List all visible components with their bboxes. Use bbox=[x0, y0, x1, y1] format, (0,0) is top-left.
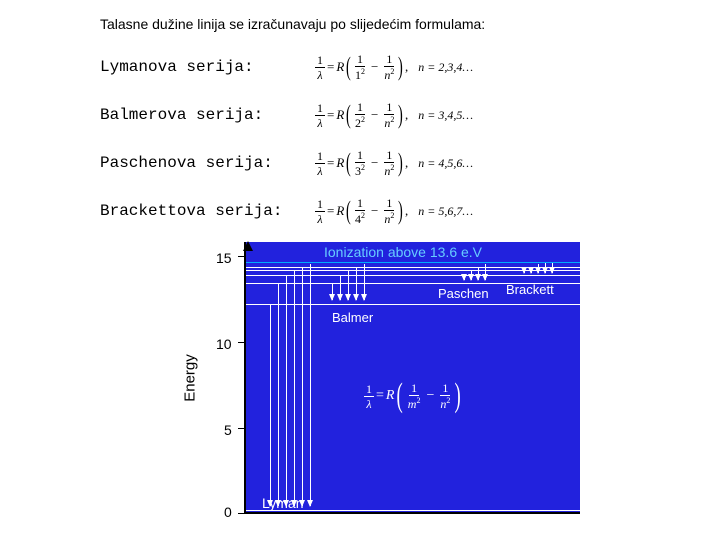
n-values: n = 4,5,6… bbox=[418, 156, 473, 171]
plot-area: Ionization above 13.6 e.V bbox=[244, 242, 580, 514]
series-label: Brackettova serija: bbox=[100, 202, 315, 220]
series-row: Paschenova serija:1λ=R(132−1n2),n = 4,5,… bbox=[100, 146, 660, 180]
balmer-label: Balmer bbox=[332, 310, 373, 325]
series-row: Balmerova serija:1λ=R(122−1n2),n = 3,4,5… bbox=[100, 98, 660, 132]
y-axis-arrow-icon bbox=[243, 238, 253, 256]
lyman-label: Lyman bbox=[262, 495, 304, 511]
rydberg-formula: 1λ=R(132−1n2),n = 4,5,6… bbox=[315, 149, 473, 177]
n-values: n = 2,3,4… bbox=[418, 60, 473, 75]
page-title: Talasne dužine linija se izračunavaju po… bbox=[100, 16, 660, 32]
ionization-text: Ionization above 13.6 e.V bbox=[324, 244, 482, 260]
rydberg-formula: 1λ=R(112−1n2),n = 2,3,4… bbox=[315, 53, 473, 81]
rydberg-formula: 1λ=R(142−1n2),n = 5,6,7… bbox=[315, 197, 473, 225]
series-label: Paschenova serija: bbox=[100, 154, 315, 172]
rydberg-formula: 1λ=R(122−1n2),n = 3,4,5… bbox=[315, 101, 473, 129]
paschen-label: Paschen bbox=[438, 286, 489, 301]
series-row: Lymanova serija:1λ=R(112−1n2),n = 2,3,4… bbox=[100, 50, 660, 84]
ionization-line bbox=[244, 262, 580, 263]
n-values: n = 5,6,7… bbox=[418, 204, 473, 219]
n-values: n = 3,4,5… bbox=[418, 108, 473, 123]
inset-formula: 1 λ = R ( 1 m2 − 1 n2 bbox=[364, 382, 464, 410]
series-row: Brackettova serija:1λ=R(142−1n2),n = 5,6… bbox=[100, 194, 660, 228]
series-label: Balmerova serija: bbox=[100, 106, 315, 124]
energy-diagram: Energy 15 10 5 0 Ionization above 13.6 e… bbox=[180, 242, 580, 514]
brackett-label: Brackett bbox=[506, 282, 554, 297]
y-axis-label: Energy bbox=[181, 354, 198, 402]
series-label: Lymanova serija: bbox=[100, 58, 315, 76]
